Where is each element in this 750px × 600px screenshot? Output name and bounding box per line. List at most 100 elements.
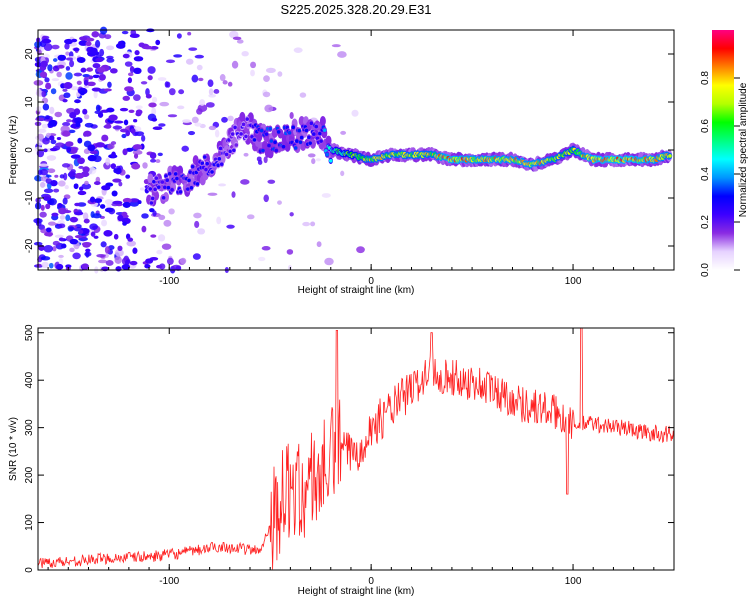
spectrogram-speckle-blob [37,169,43,176]
spectrogram-speckle-blob [139,187,145,191]
spectrogram-ridge-halo [325,135,332,146]
spectrogram-ridge-peak [259,128,264,133]
spectrogram-speckle-blob [58,258,64,266]
spectrogram-speckle-blob [124,86,134,92]
spectrogram-y-axis: -20 -10 0 10 20 [24,48,674,253]
snr-background [38,328,674,570]
spectrogram-x-tick-label: 100 [565,276,582,287]
spectrogram-speckle-blob [145,258,154,264]
spectrogram-speckle-blob [89,223,98,231]
spectrogram-speckle-blob [84,180,89,185]
spectrogram-speckle-blob [114,256,122,264]
spectrogram-speckle-blob [321,193,331,198]
spectrogram-speckle-blob [140,81,148,85]
snr-x-tick-label: 100 [565,576,582,587]
spectrogram-speckle-blob [110,141,117,145]
colorbar-tick-label: 0.8 [700,71,711,85]
spectrogram-speckle-blob [337,51,347,58]
spectrogram-speckle-blob [85,41,92,47]
spectrogram-speckle-blob [193,212,202,219]
spectrogram-speckle-blob [49,106,55,115]
spectrogram-speckle-blob [198,77,204,82]
spectrogram-speckle-blob [41,38,52,44]
spectrogram-speckle-blob [157,77,167,81]
spectrogram-ridge-halo [239,111,246,122]
spectrogram-speckle-blob [129,260,138,266]
spectrogram-speckle-blob [53,188,60,193]
spectrogram-speckle-blob [91,31,100,38]
spectrogram-speckle-blob [40,204,45,211]
spectrogram-speckle-blob [149,208,155,213]
spectrogram-speckle-blob [191,116,199,124]
spectrogram-speckle-blob [132,144,143,150]
spectrogram-speckle-blob [95,39,101,48]
spectrogram-speckle-blob [208,125,217,131]
spectrogram-speckle-blob [265,67,276,74]
spectrogram-speckle-blob [351,109,359,117]
spectrogram-speckle-blob [316,241,322,248]
spectrogram-speckle-blob [267,179,276,184]
spectrogram-speckle-blob [104,34,112,40]
spectrogram-speckle-blob [46,155,57,161]
spectrogram-speckle-blob [64,43,70,50]
spectrogram-speckle-blob [188,47,198,51]
spectrogram-speckle-blob [73,72,83,77]
spectrogram-speckle-blob [74,172,85,179]
spectrogram-y-tick-label: -10 [24,190,35,205]
colorbar-tick-label: 0.2 [700,215,711,229]
spectrogram-speckle-blob [48,262,54,269]
spectrogram-speckle-blob [74,234,83,239]
spectrogram-speckle-blob [61,163,71,168]
spectrogram-ridge-peak [190,164,195,169]
spectrogram-speckle-blob [51,212,59,217]
snr-panel: -100 0 100 0 100 200 300 400 500 Height of stra… [8,324,675,597]
spectrogram-speckle-blob [161,243,172,250]
spectrogram-ridge-peak [188,170,193,174]
spectrogram-speckle-blob [41,123,48,129]
spectrogram-speckle-blob [127,237,134,242]
spectrogram-speckle-blob [65,141,74,147]
spectrogram-speckle-blob [130,128,136,134]
snr-x-tick-label: 0 [368,576,374,587]
spectrogram-ridge-peak [152,179,156,184]
spectrogram-speckle-blob [114,249,124,257]
spectrogram-speckle-blob [147,66,156,74]
spectrogram-speckle-blob [95,142,106,148]
spectrogram-speckle-blob [91,87,102,92]
spectrogram-speckle-blob [59,174,65,179]
spectrogram-speckle-blob [315,158,321,162]
spectrogram-speckle-blob [36,263,42,268]
spectrogram-speckle-blob [191,74,199,83]
spectrogram-speckle-blob [79,90,85,96]
snr-y-tick-label: 100 [24,514,35,531]
spectrogram-speckle-blob [121,211,128,217]
spectrogram-speckle-blob [50,88,57,95]
spectrogram-speckle-blob [197,228,206,235]
spectrogram-speckle-blob [214,129,220,138]
spectrogram-ridge-peak [170,188,174,192]
colorbar-ticks: 0.0 0.2 0.4 0.6 0.8 [700,71,740,277]
snr-x-axis: -100 0 100 [47,328,675,587]
spectrogram-speckle-blob [155,159,161,164]
spectrogram-speckle-blob [35,117,45,121]
spectrogram-speckle-blob [179,257,187,265]
spectrogram-speckle-blob [286,249,294,255]
spectrogram-speckle-blob [104,199,114,205]
spectrogram-ridge-peak [200,161,205,166]
spectrogram-speckle-blob [241,51,249,57]
spectrogram-speckle-blob [122,53,130,59]
spectrogram-speckle-blob [263,156,268,164]
spectrogram-ridge-peak [217,157,222,161]
spectrogram-speckle-blob [121,30,129,35]
snr-y-tick-label: 400 [24,371,35,388]
spectrogram-speckle-blob [106,107,115,113]
spectrogram-speckle-blob [107,143,115,150]
spectrogram-ridge-peak [216,163,220,168]
spectrogram-ridge-peak [291,125,296,130]
spectrogram-ridge-peak [281,144,286,149]
spectrogram-speckle-blob [132,247,138,254]
spectrogram-speckle-blob [68,170,76,178]
spectrogram-ridge-peak [156,185,161,189]
spectrogram-speckle-blob [65,72,73,80]
spectrogram-speckle-blob [121,264,131,270]
